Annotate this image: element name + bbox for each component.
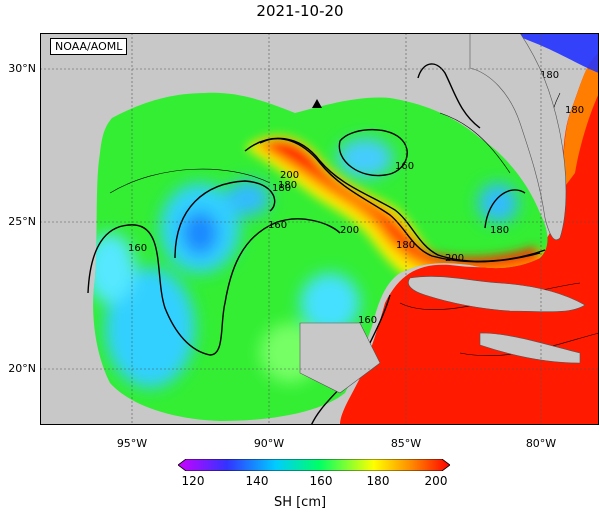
colorbar-tick: 160 xyxy=(309,474,333,488)
credit-label: NOAA/AOML xyxy=(50,38,128,55)
colorbar-tick: 140 xyxy=(245,474,269,488)
contour-label: 200 xyxy=(340,225,359,236)
contour-label: 180 xyxy=(272,183,291,194)
map-title: 2021-10-20 xyxy=(256,2,344,20)
lon-tick: 95°W xyxy=(116,437,148,450)
lat-tick: 30°N xyxy=(8,62,36,75)
contour-label: 160 xyxy=(268,220,287,231)
contour-label: 180 xyxy=(396,240,415,251)
contour-label: 160 xyxy=(395,161,414,172)
contour-label: 180 xyxy=(540,70,559,81)
contour-label: 180 xyxy=(490,225,509,236)
florida-land xyxy=(469,32,567,241)
contour-label: 180 xyxy=(565,105,584,116)
colorbar-label: SH [cm] xyxy=(273,495,327,510)
lat-tick: 25°N xyxy=(8,215,36,228)
graticule xyxy=(40,33,599,425)
sea-height-map: 160 180 200 180 160 200 180 160 200 180 … xyxy=(40,32,600,429)
contour-labels: 160 180 200 180 160 200 180 160 200 180 … xyxy=(128,70,584,326)
open-ocean-field xyxy=(340,33,599,425)
station-marker-icon xyxy=(312,99,322,108)
contour-label: 180 xyxy=(278,180,297,191)
lon-tick: 90°W xyxy=(253,437,285,450)
contour-label: 200 xyxy=(445,253,464,264)
colorbar-tick: 180 xyxy=(366,474,390,488)
map-frame xyxy=(40,33,599,425)
contour-label: 160 xyxy=(358,315,377,326)
colorbar xyxy=(178,459,450,471)
lon-tick: 85°W xyxy=(390,437,422,450)
contour-label: 200 xyxy=(280,170,299,181)
contour-label: 160 xyxy=(128,243,147,254)
lat-tick: 20°N xyxy=(8,362,36,375)
land-islands xyxy=(299,276,586,394)
lon-tick: 80°W xyxy=(525,437,557,450)
colorbar-tick: 120 xyxy=(181,474,205,488)
colorbar-tick: 200 xyxy=(424,474,448,488)
